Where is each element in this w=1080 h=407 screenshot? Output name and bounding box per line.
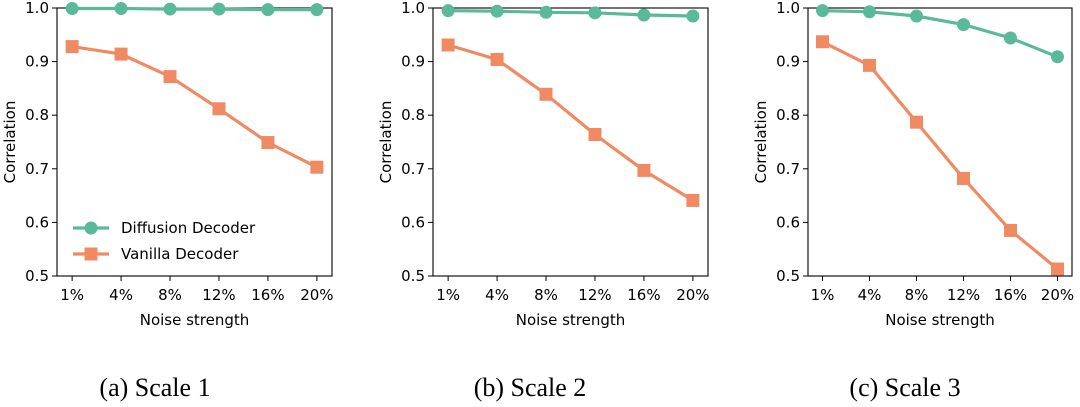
panel-scale-2: 0.5 0.6 0.7 0.8 0.9 1.0 1% 4% 8% 12% 16% 20% Noise s… — [377, 0, 710, 402]
x-tick-label: 8% — [534, 286, 558, 304]
vanilla-point — [212, 102, 226, 116]
x-tick-label: 1% — [60, 286, 84, 304]
y-axis-label: Correlation — [1, 101, 19, 184]
series-line-vanilla — [821, 40, 1059, 271]
diffusion-point — [588, 6, 602, 20]
x-axis-label: Noise strength — [885, 311, 995, 329]
diffusion-point — [1050, 50, 1064, 64]
y-tick-label: 0.5 — [401, 267, 425, 285]
x-tick-label: 12% — [202, 286, 235, 304]
diffusion-point — [114, 2, 128, 16]
x-tick-label: 8% — [905, 286, 929, 304]
subfigure-caption: (b) Scale 2 — [474, 373, 587, 402]
series-line-vanilla — [447, 43, 694, 202]
x-tick-label: 16% — [251, 286, 284, 304]
legend-label: Diffusion Decoder — [121, 219, 256, 237]
diffusion-point — [910, 9, 924, 23]
subfigure-caption: (c) Scale 3 — [849, 373, 960, 402]
y-tick-label: 1.0 — [25, 0, 49, 17]
diffusion-point — [261, 3, 275, 17]
y-tick-label: 0.6 — [401, 213, 425, 231]
x-axis-label: Noise strength — [516, 311, 626, 329]
y-tick-label: 0.8 — [25, 106, 49, 124]
y-tick-label: 0.9 — [401, 53, 425, 71]
y-tick-label: 0.8 — [776, 106, 800, 124]
vanilla-point — [441, 38, 455, 52]
vanilla-point — [1003, 223, 1017, 237]
legend-marker-square — [84, 247, 98, 261]
y-tick-label: 0.7 — [776, 160, 800, 178]
x-tick-label: 8% — [158, 286, 182, 304]
panel-scale-1: 0.5 0.6 0.7 0.8 0.9 1.0 1% 4% 8% 12% 16% 20% Noise s… — [1, 0, 334, 402]
diffusion-point — [163, 2, 177, 16]
panel-scale-3: 0.5 0.6 0.7 0.8 0.9 1.0 1% 4% 8% 12% 16% 20% Noise s… — [752, 0, 1074, 402]
vanilla-point — [1050, 262, 1064, 276]
diffusion-point — [212, 2, 226, 16]
y-tick-label: 0.7 — [25, 160, 49, 178]
y-tick-label: 0.9 — [25, 53, 49, 71]
x-tick-label: 16% — [627, 286, 660, 304]
diffusion-point — [1003, 31, 1017, 45]
vanilla-point — [539, 87, 553, 101]
x-tick-label: 1% — [436, 286, 460, 304]
vanilla-point — [910, 115, 924, 129]
x-tick-label: 20% — [300, 286, 333, 304]
series-line-diffusion — [72, 6, 317, 12]
x-tick-label: 20% — [676, 286, 709, 304]
y-tick-label: 0.8 — [401, 106, 425, 124]
y-tick-label: 0.5 — [776, 267, 800, 285]
vanilla-point — [114, 47, 128, 61]
diffusion-point — [310, 3, 324, 17]
y-axis-label: Correlation — [377, 101, 395, 184]
plot-frame — [807, 7, 1073, 277]
x-tick-label: 4% — [109, 286, 133, 304]
vanilla-point — [490, 52, 504, 66]
subfigure-caption: (a) Scale 1 — [99, 373, 210, 402]
y-tick-label: 1.0 — [401, 0, 425, 17]
x-tick-label: 12% — [578, 286, 611, 304]
legend-label: Vanilla Decoder — [121, 245, 239, 263]
vanilla-point — [816, 35, 830, 49]
x-tick-label: 4% — [485, 286, 509, 304]
vanilla-point — [588, 127, 602, 141]
vanilla-point — [261, 136, 275, 150]
vanilla-point — [637, 163, 651, 177]
y-tick-label: 0.5 — [25, 267, 49, 285]
vanilla-point — [863, 58, 877, 72]
vanilla-point — [956, 171, 970, 185]
x-axis-label: Noise strength — [140, 311, 250, 329]
vanilla-point — [310, 160, 324, 174]
plot-frame — [432, 7, 709, 277]
diffusion-point — [637, 8, 651, 22]
series-line-diffusion — [822, 9, 1059, 59]
diffusion-point — [686, 9, 700, 23]
x-tick-label: 12% — [947, 286, 980, 304]
x-tick-label: 16% — [994, 286, 1027, 304]
y-tick-label: 1.0 — [776, 0, 800, 17]
x-tick-label: 4% — [858, 286, 882, 304]
y-tick-label: 0.6 — [25, 213, 49, 231]
y-tick-label: 0.9 — [776, 53, 800, 71]
diffusion-point — [539, 5, 553, 19]
y-axis-label: Correlation — [752, 101, 770, 184]
series-line-vanilla — [71, 45, 318, 169]
vanilla-point — [163, 70, 177, 84]
diffusion-point — [956, 18, 970, 32]
y-tick-label: 0.7 — [401, 160, 425, 178]
vanilla-point — [65, 40, 79, 54]
series-line-diffusion — [448, 9, 693, 18]
x-tick-label: 20% — [1041, 286, 1074, 304]
diffusion-point — [65, 2, 79, 16]
diffusion-point — [816, 4, 830, 18]
legend-marker-circle — [84, 221, 98, 235]
x-tick-label: 1% — [811, 286, 835, 304]
diffusion-point — [441, 4, 455, 18]
diffusion-point — [863, 5, 877, 19]
y-tick-label: 0.6 — [776, 213, 800, 231]
diffusion-point — [490, 4, 504, 18]
vanilla-point — [686, 193, 700, 207]
